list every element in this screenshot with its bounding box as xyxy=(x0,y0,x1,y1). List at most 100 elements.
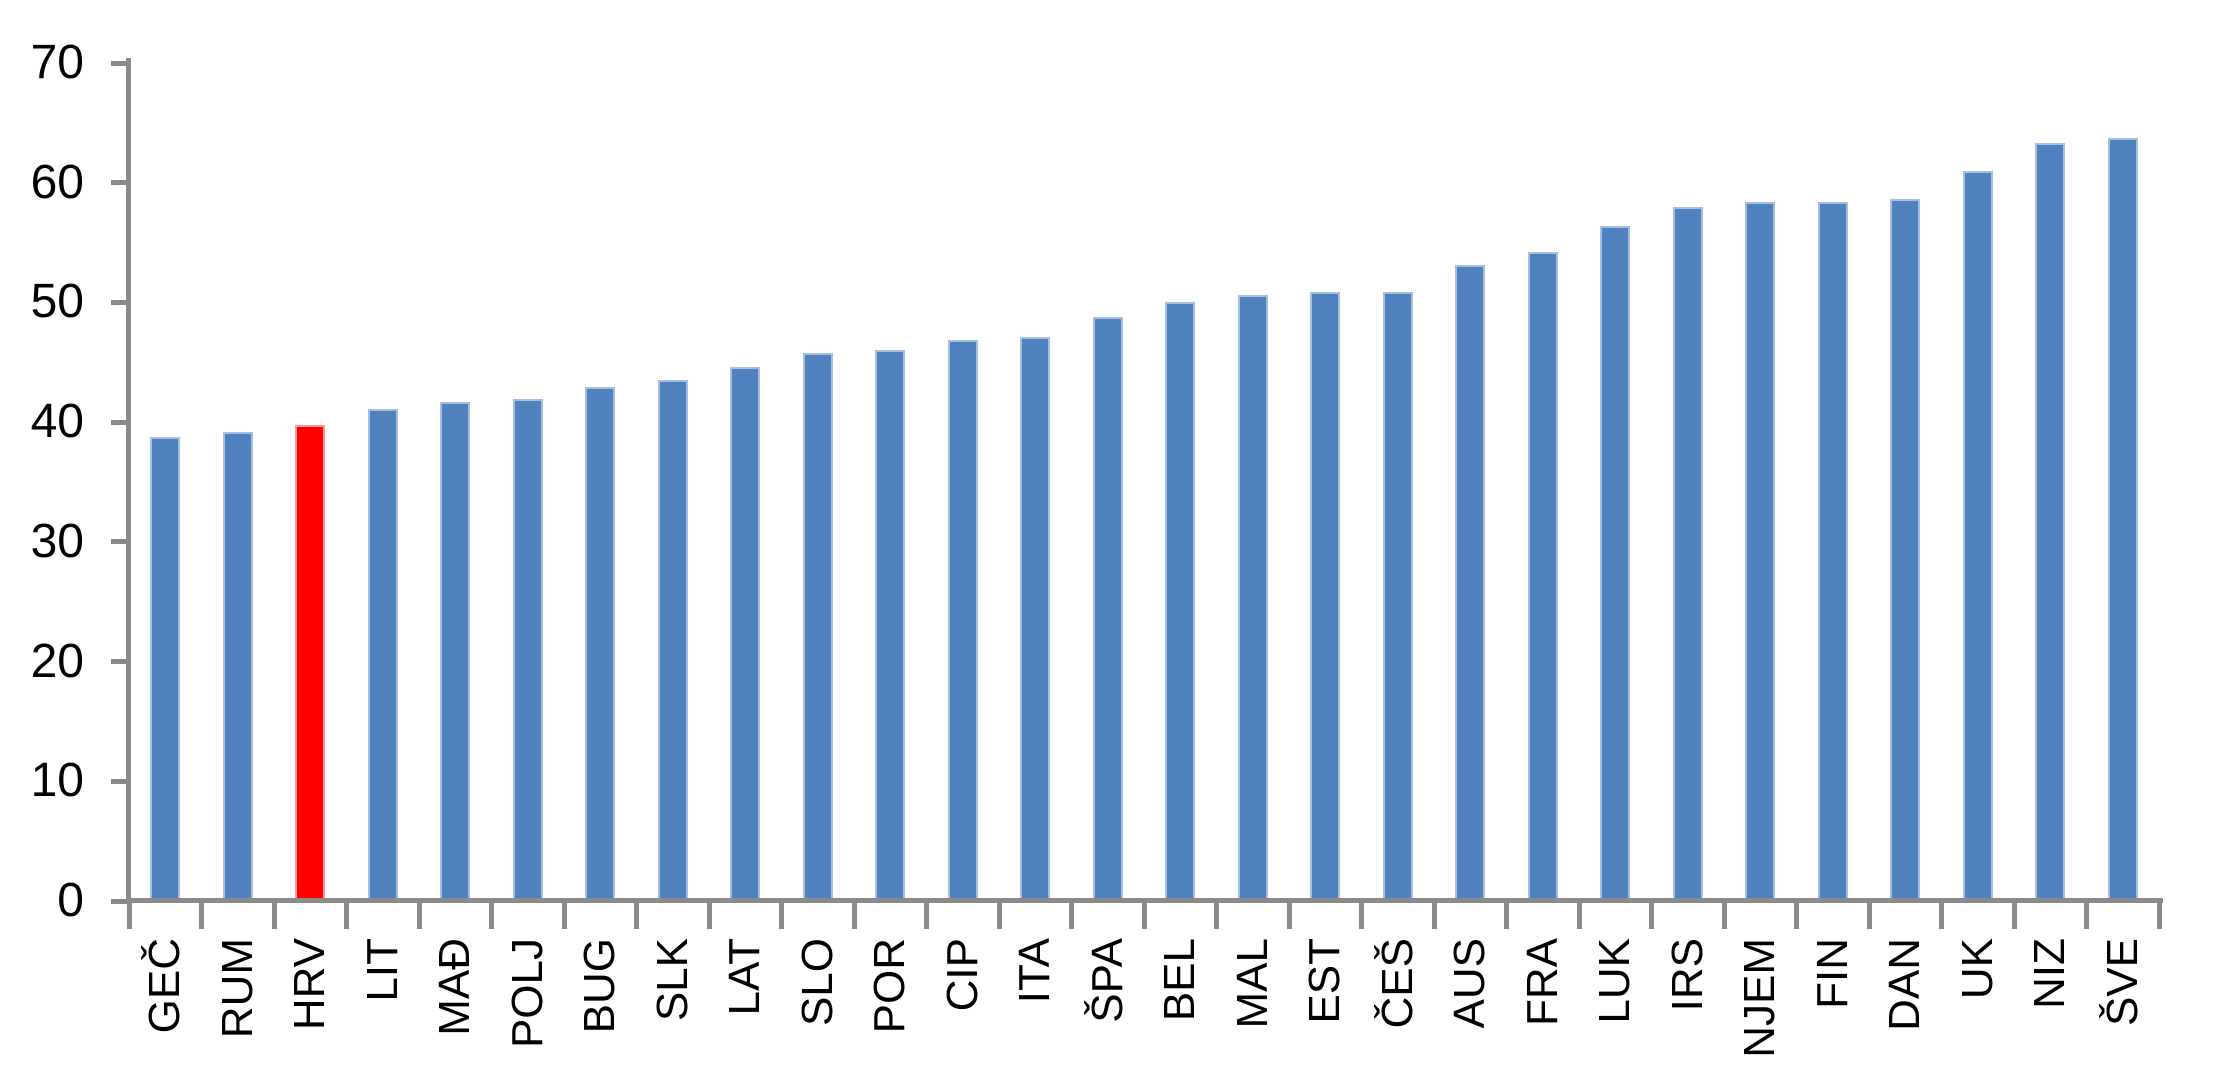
x-axis-tick xyxy=(1214,903,1219,929)
x-axis-category-label-AUS: AUS xyxy=(1445,938,1495,1029)
bar-MAL xyxy=(1237,295,1268,903)
bar-LAT xyxy=(730,367,761,903)
bar-ŠPA xyxy=(1092,316,1123,903)
x-axis-category-label-LUK: LUK xyxy=(1590,938,1640,1024)
bar-LIT xyxy=(367,408,398,903)
x-axis-category-label-EST: EST xyxy=(1300,938,1350,1024)
x-axis-category-label-ITA: ITA xyxy=(1010,938,1060,1004)
x-axis-category-label-ŠPA: ŠPA xyxy=(1082,938,1132,1023)
bar-HRV xyxy=(295,424,326,903)
bar-ŠVE xyxy=(2107,138,2138,903)
x-axis-tick xyxy=(1649,903,1654,929)
x-axis-line xyxy=(126,898,2163,903)
x-axis-category-label-GEČ: GEČ xyxy=(140,938,190,1034)
x-axis-category-label-SLO: SLO xyxy=(792,938,842,1027)
bar-SLO xyxy=(802,352,833,903)
x-axis-category-label-DAN: DAN xyxy=(1880,938,1930,1031)
bar-RUM xyxy=(222,431,253,903)
x-axis-category-label-BEL: BEL xyxy=(1155,938,1205,1022)
x-axis-category-label-IRS: IRS xyxy=(1662,938,1712,1012)
x-axis-category-label-MAL: MAL xyxy=(1227,938,1277,1029)
x-axis-tick xyxy=(1794,903,1799,929)
x-axis-tick xyxy=(1504,903,1509,929)
x-axis-category-label-BUG: BUG xyxy=(575,938,625,1034)
y-axis-tick xyxy=(111,539,127,545)
y-axis-tick-label: 0 xyxy=(57,874,84,927)
x-axis-category-label-RUM: RUM xyxy=(212,938,262,1039)
x-axis-tick xyxy=(851,903,857,929)
y-axis-tick-label: 10 xyxy=(30,754,84,808)
x-axis-category-label-NJEM: NJEM xyxy=(1735,938,1785,1058)
bar-ITA xyxy=(1020,337,1051,903)
y-axis-tick xyxy=(111,778,127,784)
bar-GEČ xyxy=(150,436,181,903)
bar-IRS xyxy=(1672,206,1703,903)
y-axis-tick-label: 50 xyxy=(30,275,84,329)
x-axis-category-label-FRA: FRA xyxy=(1517,938,1567,1026)
x-axis-tick xyxy=(1431,903,1437,929)
bar-NJEM xyxy=(1745,201,1776,903)
y-axis-tick-label: 40 xyxy=(30,395,84,449)
x-axis-category-label-POLJ: POLJ xyxy=(502,938,552,1049)
x-axis-tick xyxy=(561,903,567,929)
x-axis-tick xyxy=(1576,903,1582,929)
x-axis-tick xyxy=(489,903,494,929)
x-axis-tick xyxy=(2084,903,2089,929)
x-axis-tick xyxy=(271,903,277,929)
y-axis-tick xyxy=(111,60,127,66)
y-axis-tick xyxy=(111,180,127,186)
x-axis-tick xyxy=(199,903,204,929)
x-axis-tick xyxy=(1939,903,1944,929)
x-axis-tick xyxy=(416,903,422,929)
x-axis-tick xyxy=(634,903,639,929)
x-axis-tick xyxy=(1141,903,1147,929)
y-axis-tick xyxy=(111,659,127,665)
y-axis-tick xyxy=(111,299,127,305)
x-axis-tick xyxy=(2156,903,2162,929)
x-axis-category-label-POR: POR xyxy=(865,938,915,1034)
x-axis-category-label-LIT: LIT xyxy=(357,938,407,1002)
bar-BUG xyxy=(585,387,616,903)
bar-POLJ xyxy=(512,399,543,903)
x-axis-tick xyxy=(344,903,349,929)
bar-MAĐ xyxy=(440,401,471,903)
bar-ČEŠ xyxy=(1382,291,1413,903)
x-axis-tick xyxy=(996,903,1002,929)
y-axis-line xyxy=(126,58,131,903)
bar-BEL xyxy=(1165,302,1196,903)
bar-LUK xyxy=(1600,225,1631,903)
y-axis-tick-label: 60 xyxy=(30,155,84,209)
bar-CIP xyxy=(947,339,978,903)
x-axis-category-label-CIP: CIP xyxy=(937,938,987,1012)
x-axis-category-label-FIN: FIN xyxy=(1807,938,1857,1009)
y-axis-tick-label: 20 xyxy=(30,634,84,688)
x-axis-category-label-NIZ: NIZ xyxy=(2025,938,2075,1009)
x-axis-category-label-HRV: HRV xyxy=(285,938,335,1031)
x-axis-tick xyxy=(1866,903,1872,929)
y-axis-tick-label: 30 xyxy=(30,514,84,568)
x-axis-category-label-MAĐ: MAĐ xyxy=(430,938,480,1036)
bar-FIN xyxy=(1817,201,1848,903)
bar-DAN xyxy=(1890,199,1921,903)
x-axis-category-label-UK: UK xyxy=(1952,938,2002,1000)
x-axis-category-label-SLK: SLK xyxy=(647,938,697,1022)
y-axis-tick xyxy=(111,898,127,904)
y-axis-tick xyxy=(111,419,127,425)
bar-EST xyxy=(1310,291,1341,903)
x-axis-tick xyxy=(1359,903,1364,929)
x-axis-tick xyxy=(2011,903,2017,929)
bar-NIZ xyxy=(2035,143,2066,903)
x-axis-tick xyxy=(779,903,784,929)
bar-UK xyxy=(1962,170,1993,903)
x-axis-tick xyxy=(126,903,132,929)
x-axis-category-label-LAT: LAT xyxy=(720,938,770,1016)
x-axis-category-label-ČEŠ: ČEŠ xyxy=(1372,938,1422,1029)
bar-FRA xyxy=(1527,252,1558,903)
y-axis-tick-label: 70 xyxy=(30,36,84,89)
bar-SLK xyxy=(657,380,688,903)
x-axis-tick xyxy=(1286,903,1292,929)
x-axis-tick xyxy=(1721,903,1727,929)
bar-POR xyxy=(875,350,906,903)
x-axis-tick xyxy=(706,903,712,929)
